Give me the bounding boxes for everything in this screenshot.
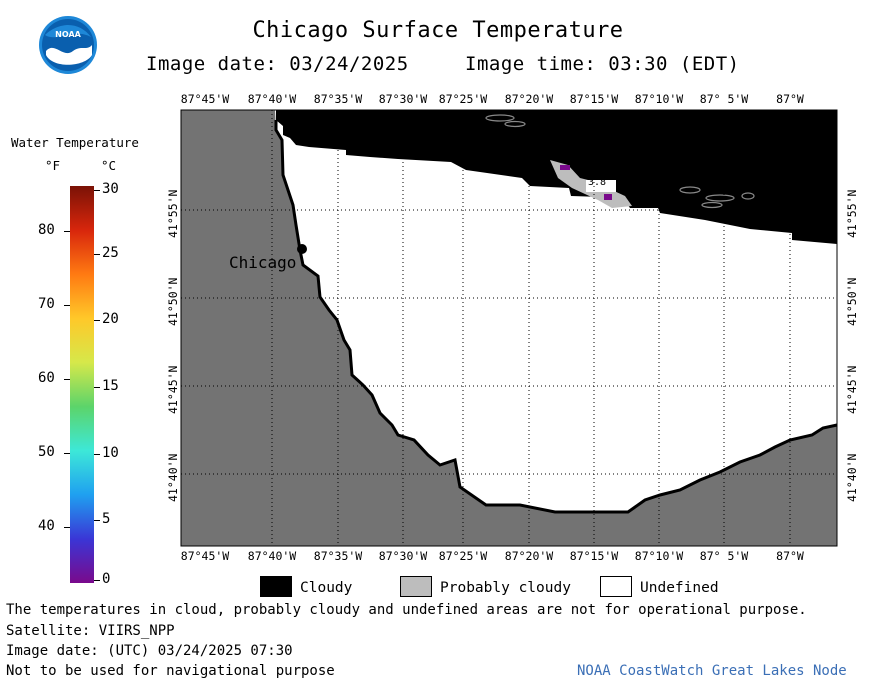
land-area [181, 110, 837, 546]
legend-label-undefined: Undefined [640, 580, 719, 596]
longitude-label: 87°30'W [378, 549, 428, 563]
legend-swatch-undefined [600, 576, 632, 597]
image-time: Image time: 03:30 (EDT) [465, 53, 740, 75]
noaa-logo: NOAA [37, 15, 99, 75]
colorbar-tick-mark [94, 320, 100, 321]
longitude-label: 87°15'W [569, 549, 619, 563]
value-label: 3.8 [588, 177, 607, 188]
longitude-label: 87° 5'W [699, 92, 749, 106]
cloud-area [276, 110, 837, 244]
latitude-label: 41°50'N [845, 277, 859, 326]
colorbar-tick-mark [94, 387, 100, 388]
longitude-label: 87°35'W [313, 92, 363, 106]
colorbar-tick-mark [64, 231, 70, 232]
longitude-label: 87°20'W [504, 549, 554, 563]
colorbar-tick-mark [64, 305, 70, 306]
colorbar-tick-mark [94, 190, 100, 191]
longitude-label: 87°10'W [634, 92, 684, 106]
latitude-label: 41°45'N [845, 365, 859, 414]
footer-satellite: Satellite: VIIRS_NPP [6, 623, 175, 639]
longitude-label: 87°15'W [569, 92, 619, 106]
colorbar-tick-f: 80 [38, 222, 55, 238]
longitude-label: 87°25'W [438, 92, 488, 106]
colorbar-tick-f: 40 [38, 518, 55, 534]
noaa-logo-text: NOAA [55, 30, 81, 39]
footer-utc-date: Image date: (UTC) 03/24/2025 07:30 [6, 643, 293, 659]
longitude-label: 87°20'W [504, 92, 554, 106]
colorbar-tick-c: 5 [102, 511, 111, 527]
colorbar-tick-mark [94, 254, 100, 255]
colorbar-tick-mark [64, 453, 70, 454]
colorbar-tick-c: 25 [102, 245, 119, 261]
longitude-label: 87°25'W [438, 549, 488, 563]
latitude-label: 41°55'N [845, 189, 859, 238]
colorbar [70, 186, 94, 583]
longitude-label: 87°35'W [313, 549, 363, 563]
city-label-chicago: Chicago [229, 253, 297, 272]
longitude-label: 87°40'W [247, 92, 297, 106]
longitude-label: 87°45'W [180, 549, 230, 563]
latitude-label: 41°55'N [166, 189, 180, 238]
legend-swatch-cloudy [260, 576, 292, 597]
colorbar-tick-c: 20 [102, 311, 119, 327]
colorbar-tick-f: 50 [38, 444, 55, 460]
colorbar-tick-mark [64, 379, 70, 380]
footer-disclaimer: The temperatures in cloud, probably clou… [6, 602, 807, 618]
legend-label-probably-cloudy: Probably cloudy [440, 580, 571, 596]
footer-navigation-note: Not to be used for navigational purpose [6, 663, 335, 679]
longitude-label: 87°W [776, 549, 804, 563]
page-title: Chicago Surface Temperature [252, 18, 624, 43]
colorbar-tick-c: 10 [102, 445, 119, 461]
legend-label-cloudy: Cloudy [300, 580, 353, 596]
cold-water-pixel [560, 165, 570, 170]
cold-water-pixel [604, 194, 612, 200]
footer-credit: NOAA CoastWatch Great Lakes Node [577, 663, 847, 679]
latitude-label: 41°40'N [845, 453, 859, 502]
colorbar-title: Water Temperature [11, 135, 139, 150]
latitude-label: 41°45'N [166, 365, 180, 414]
longitude-label: 87°W [776, 92, 804, 106]
chicago-marker [297, 244, 307, 254]
colorbar-unit-c: °C [101, 158, 117, 173]
colorbar-tick-mark [94, 454, 100, 455]
colorbar-unit-f: °F [45, 158, 61, 173]
colorbar-tick-c: 15 [102, 378, 119, 394]
longitude-label: 87° 5'W [699, 549, 749, 563]
latitude-label: 41°50'N [166, 277, 180, 326]
colorbar-tick-mark [64, 527, 70, 528]
colorbar-tick-c: 0 [102, 571, 111, 587]
colorbar-tick-mark [94, 580, 100, 581]
longitude-label: 87°45'W [180, 92, 230, 106]
longitude-label: 87°10'W [634, 549, 684, 563]
longitude-label: 87°40'W [247, 549, 297, 563]
colorbar-tick-mark [94, 520, 100, 521]
image-date: Image date: 03/24/2025 [146, 53, 409, 75]
colorbar-tick-c: 30 [102, 181, 119, 197]
colorbar-tick-f: 70 [38, 296, 55, 312]
legend-swatch-probably-cloudy [400, 576, 432, 597]
colorbar-tick-f: 60 [38, 370, 55, 386]
latitude-label: 41°40'N [166, 453, 180, 502]
longitude-label: 87°30'W [378, 92, 428, 106]
